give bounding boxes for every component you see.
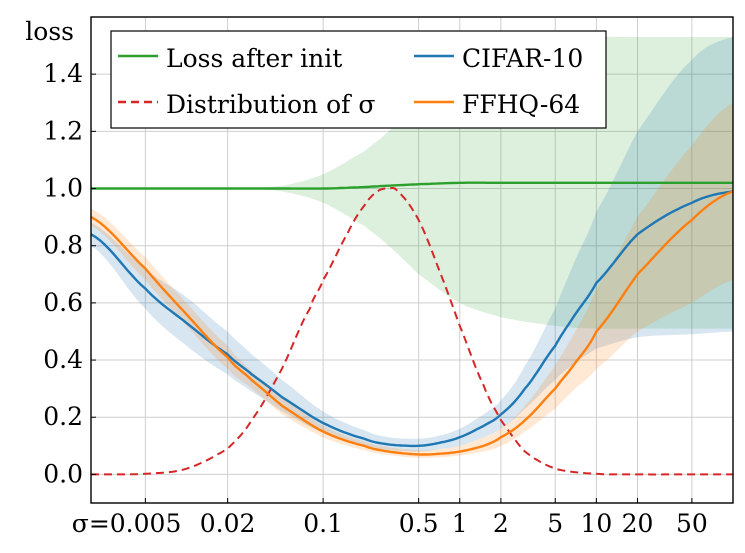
x-tick-label: 1 [452, 509, 468, 538]
y-tick-label: 0.6 [43, 288, 83, 317]
x-tick-label: 5 [547, 509, 563, 538]
x-tick-label: 50 [676, 509, 708, 538]
x-tick-label: 0.1 [303, 509, 343, 538]
cifar-10-line [90, 190, 734, 448]
x-tick-label: 2 [493, 509, 509, 538]
y-tick-label: 0.8 [43, 231, 83, 260]
distribution-of-line [91, 187, 733, 476]
cifar-10-legend-label: CIFAR-10 [462, 44, 583, 73]
y-tick-label: 1.0 [43, 174, 83, 203]
x-tick-label: 0.02 [200, 509, 256, 538]
y-tick-label: 0.4 [43, 345, 83, 374]
y-tick-label: 1.2 [43, 116, 83, 145]
y-tick-label: 0.0 [43, 459, 83, 488]
legend: Loss after init CIFAR-10 Distribution of σ… [110, 30, 607, 129]
series-lines [90, 181, 734, 476]
plot-frame [90, 16, 734, 504]
ffhq-64-legend-label: FFHQ-64 [462, 90, 580, 119]
legend-box [110, 30, 607, 129]
y-tick-label: 0.2 [43, 402, 83, 431]
cifar-10-band [91, 37, 733, 452]
y-axis-label: loss [25, 17, 74, 46]
y-tick-label: 1.4 [43, 59, 83, 88]
x-tick-label: 20 [622, 509, 654, 538]
ffhq-64-line [90, 190, 734, 456]
loss-after-init-legend-label: Loss after init [166, 44, 342, 73]
x-tick-label: 0.5 [399, 509, 439, 538]
distribution-of-legend-label: Distribution of σ [166, 90, 375, 119]
x-tick-label: σ=0.005 [72, 509, 182, 538]
axis-ticks: 0.0 0.2 0.4 0.6 0.8 1.0 1.2 1.4 σ=0.005 0.02 0.1 0.… [43, 59, 708, 538]
loss-after-init-line [91, 181, 733, 190]
x-tick-label: 10 [580, 509, 612, 538]
ffhq-64-band [91, 102, 733, 459]
